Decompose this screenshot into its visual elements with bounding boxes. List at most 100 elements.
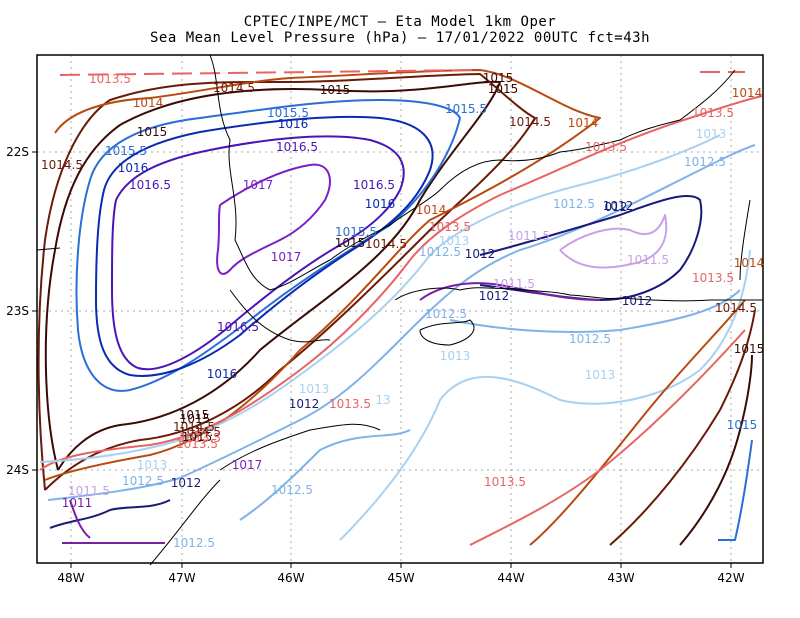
contour-label: 1016 xyxy=(278,117,309,131)
contour-label: 1011.5 xyxy=(493,277,535,291)
isobar-1012-c xyxy=(419,282,601,301)
x-tick-label: 47W xyxy=(168,571,195,585)
y-tick-label: 24S xyxy=(6,463,29,477)
x-tick-label: 43W xyxy=(607,571,634,585)
chart-title-line1: CPTEC/INPE/MCT – Eta Model 1km Oper xyxy=(243,14,557,30)
chart-title-line2: Sea Mean Level Pressure (hPa) – 17/01/20… xyxy=(149,30,650,46)
contour-label: 1014 xyxy=(734,256,765,270)
contour-label: 1015 xyxy=(488,82,519,96)
contour-label: 1015 xyxy=(483,71,514,85)
contour-label: 1013 xyxy=(137,458,168,472)
contour-label: 1012.5 xyxy=(173,536,215,550)
y-tick-label: 23S xyxy=(6,304,29,318)
contour-label: 1015 xyxy=(179,408,210,422)
contour-label: 1011.5 xyxy=(627,253,669,267)
x-tick-label: 44W xyxy=(497,571,524,585)
contour-label: 1012.5 xyxy=(553,197,595,211)
contour-label: 1016.5 xyxy=(129,178,171,192)
contour-label: 1015 xyxy=(320,83,351,97)
contour-label: 1015.5 xyxy=(335,225,377,239)
x-tick-label: 46W xyxy=(277,571,304,585)
map-frame xyxy=(36,54,764,564)
contour-label: 1015 xyxy=(727,418,758,432)
isobar-1013-5-east xyxy=(469,329,746,546)
ticks xyxy=(32,151,732,568)
isobar-1014 xyxy=(44,69,601,481)
contour-label: 1015.5 xyxy=(445,102,487,116)
contour-label: 1014.5 xyxy=(365,237,407,251)
contour-label: 1013.5 xyxy=(329,397,371,411)
contour-label: 1013 xyxy=(440,349,471,363)
isobar-1014-5 xyxy=(37,73,536,491)
contour-label: 1014.5 xyxy=(213,81,255,95)
contour-label: 1014.5 xyxy=(41,158,83,172)
contour-label: 1011.5 xyxy=(508,229,550,243)
contour-label: 1013.5 xyxy=(89,72,131,86)
contour-label: 1013 xyxy=(585,368,616,382)
contour-label: 1013 xyxy=(299,382,330,396)
contour-label: 1014 xyxy=(732,86,763,100)
contour-label: 1014.5 xyxy=(179,425,221,439)
contour-label: 1012 xyxy=(622,294,653,308)
contour-label: 1016.5 xyxy=(276,140,318,154)
contour-label: 1012.5 xyxy=(425,307,467,321)
contour-label: 1014.5 xyxy=(715,301,757,315)
isobar-1012-5b xyxy=(239,289,741,521)
contour-label: 1012 xyxy=(603,199,634,213)
contour-label: 1016 xyxy=(207,367,238,381)
contour-label: 1012 xyxy=(479,289,510,303)
x-tick-label: 48W xyxy=(57,571,84,585)
contour-label: 1011.5 xyxy=(68,484,110,498)
contour-label: 1015 xyxy=(137,125,168,139)
y-tick-label: 22S xyxy=(6,145,29,159)
y-axis-labels: 22S 23S 24S xyxy=(6,145,29,477)
contour-label: 1012 xyxy=(465,247,496,261)
contour-label: 1016 xyxy=(365,197,396,211)
isobar-1013b xyxy=(339,249,751,541)
contour-label: 1013.5 xyxy=(692,271,734,285)
contour-label: 1013.5 xyxy=(429,220,471,234)
isobar-1012-5 xyxy=(47,144,756,501)
contour-label: 1015 xyxy=(180,412,211,426)
isobar-1011-5 xyxy=(559,214,668,269)
contour-label: 012 xyxy=(605,200,628,214)
contour-label: 1013.5 xyxy=(484,475,526,489)
contour-label: 1013.5 xyxy=(179,431,221,445)
contour-label: 1012 xyxy=(289,397,320,411)
isobar-1015-5-east xyxy=(718,439,753,541)
contour-label: 1014.5 xyxy=(173,420,215,434)
contour-label: 1016.5 xyxy=(217,320,259,334)
contour-label: 1012.5 xyxy=(684,155,726,169)
contour-label: 1016.5 xyxy=(353,178,395,192)
isobar-1016-5 xyxy=(111,135,405,371)
contour-label: 1014.5 xyxy=(509,115,551,129)
contour-label: 1015.5 xyxy=(105,144,147,158)
contour-label: 1012.5 xyxy=(419,245,461,259)
contour-label: 1015 xyxy=(335,236,366,250)
isobar-1013-5 xyxy=(59,69,745,76)
contour-label: 1013 xyxy=(696,127,727,141)
contour-label: 1015 xyxy=(182,430,213,444)
contour-label: 1013.5 xyxy=(176,437,218,451)
contour-label: 1017 xyxy=(232,458,263,472)
isobar-1014-east xyxy=(529,299,746,546)
contour-label: 1013.5 xyxy=(585,140,627,154)
coastline xyxy=(36,54,763,566)
contour-label: 13 xyxy=(375,393,390,407)
contour-label: 1011 xyxy=(62,496,93,510)
grid xyxy=(37,55,763,563)
isobar-1011 xyxy=(62,499,165,544)
contour-label: 1015 xyxy=(734,342,765,356)
isobar-1013 xyxy=(39,134,721,463)
x-tick-label: 42W xyxy=(717,571,744,585)
isobar-1016 xyxy=(95,115,434,377)
x-axis-labels: 48W 47W 46W 45W 44W 43W 42W xyxy=(57,571,744,585)
contour-labels: 1013.5 1014.5 1015 1015 1015 1014 1015.5… xyxy=(41,71,764,550)
contour-label: 1012.5 xyxy=(271,483,313,497)
contour-label: 1014 xyxy=(568,116,599,130)
contour-label: 1013.5 xyxy=(692,106,734,120)
contour-label: 1012.5 xyxy=(122,474,164,488)
contour-label: 1014 xyxy=(416,203,447,217)
contour-label: 1012 xyxy=(171,476,202,490)
